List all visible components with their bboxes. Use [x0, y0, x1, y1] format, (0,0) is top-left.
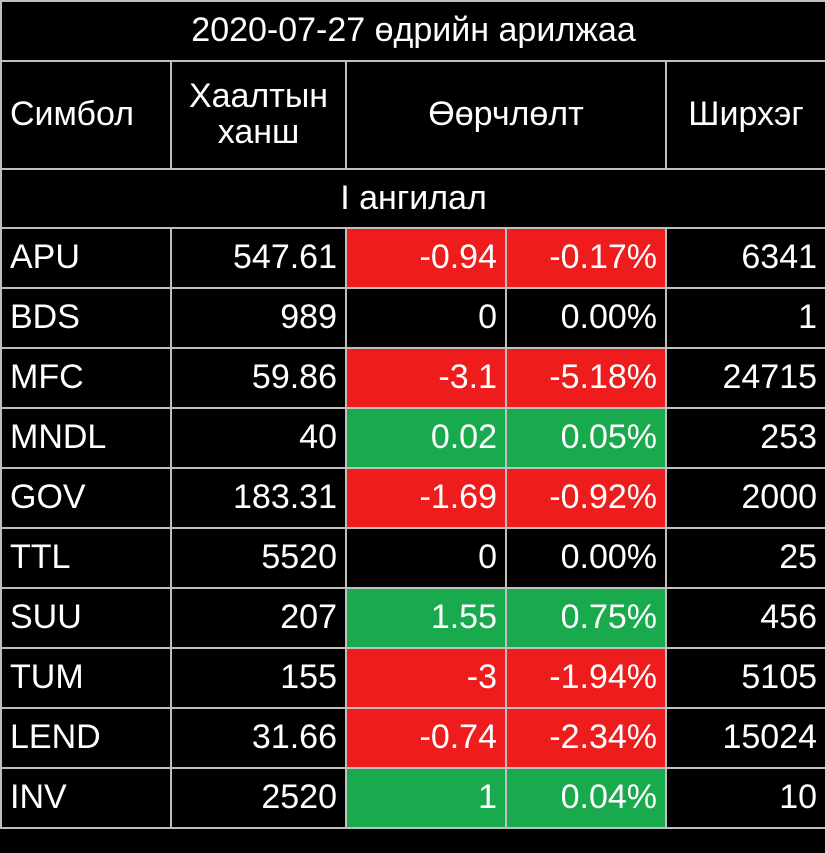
value-cell: -0.92% — [505, 467, 667, 529]
symbol-cell: TTL — [0, 527, 172, 589]
symbol-cell: GOV — [0, 467, 172, 529]
value-cell: 0 — [345, 527, 507, 589]
value-cell: 2000 — [664, 467, 825, 529]
value-cell: -1.69 — [345, 467, 507, 529]
value-cell: 456 — [664, 587, 825, 649]
value-cell: 0.75% — [505, 587, 667, 649]
value-cell: 31.66 — [170, 707, 347, 769]
value-cell: 0.05% — [505, 407, 667, 469]
value-cell: -3 — [345, 647, 507, 709]
symbol-cell: INV — [0, 767, 172, 829]
table-row: TTL 5520 0 0.00% 25 — [0, 527, 825, 589]
value-cell: 2520 — [170, 767, 347, 829]
section-label: I ангилал — [0, 168, 825, 229]
value-cell: 40 — [170, 407, 347, 469]
header-cell: Өөрчлөлт — [345, 60, 667, 170]
value-cell: 6341 — [664, 227, 825, 289]
table-row: GOV 183.31 -1.69 -0.92% 2000 — [0, 467, 825, 529]
table-row: MFC 59.86 -3.1 -5.18% 24715 — [0, 347, 825, 409]
table-row: LEND 31.66 -0.74 -2.34% 15024 — [0, 707, 825, 769]
table-row: SUU 207 1.55 0.75% 456 — [0, 587, 825, 649]
symbol-cell: MNDL — [0, 407, 172, 469]
value-cell: -0.74 — [345, 707, 507, 769]
value-cell: -0.94 — [345, 227, 507, 289]
value-cell: 1 — [345, 767, 507, 829]
value-cell: 59.86 — [170, 347, 347, 409]
value-cell: 5520 — [170, 527, 347, 589]
value-cell: 253 — [664, 407, 825, 469]
value-cell: -1.94% — [505, 647, 667, 709]
value-cell: 0 — [345, 287, 507, 349]
value-cell: 15024 — [664, 707, 825, 769]
header-cell: Симбол — [0, 60, 172, 170]
header-cell: Хаалтын ханш — [170, 60, 347, 170]
value-cell: 0.00% — [505, 287, 667, 349]
value-cell: 1.55 — [345, 587, 507, 649]
value-cell: -0.17% — [505, 227, 667, 289]
value-cell: 155 — [170, 647, 347, 709]
value-cell: 0.00% — [505, 527, 667, 589]
table-row: MNDL 40 0.02 0.05% 253 — [0, 407, 825, 469]
value-cell: 0.04% — [505, 767, 667, 829]
header-cell: Ширхэг — [664, 60, 825, 170]
value-cell: 183.31 — [170, 467, 347, 529]
table-title: 2020-07-27 өдрийн арилжаа — [0, 0, 825, 62]
table-row: INV 2520 1 0.04% 10 — [0, 767, 825, 829]
symbol-cell: MFC — [0, 347, 172, 409]
value-cell: -2.34% — [505, 707, 667, 769]
value-cell: 25 — [664, 527, 825, 589]
trading-table: 2020-07-27 өдрийн арилжаа Симбол Хаалтын… — [0, 0, 825, 829]
symbol-cell: TUM — [0, 647, 172, 709]
value-cell: -3.1 — [345, 347, 507, 409]
value-cell: 24715 — [664, 347, 825, 409]
table-row: BDS 989 0 0.00% 1 — [0, 287, 825, 349]
value-cell: 5105 — [664, 647, 825, 709]
table-row: TUM 155 -3 -1.94% 5105 — [0, 647, 825, 709]
symbol-cell: SUU — [0, 587, 172, 649]
value-cell: 547.61 — [170, 227, 347, 289]
value-cell: 1 — [664, 287, 825, 349]
value-cell: -5.18% — [505, 347, 667, 409]
value-cell: 10 — [664, 767, 825, 829]
value-cell: 0.02 — [345, 407, 507, 469]
value-cell: 207 — [170, 587, 347, 649]
table-row: APU 547.61 -0.94 -0.17% 6341 — [0, 227, 825, 289]
symbol-cell: APU — [0, 227, 172, 289]
value-cell: 989 — [170, 287, 347, 349]
symbol-cell: BDS — [0, 287, 172, 349]
symbol-cell: LEND — [0, 707, 172, 769]
